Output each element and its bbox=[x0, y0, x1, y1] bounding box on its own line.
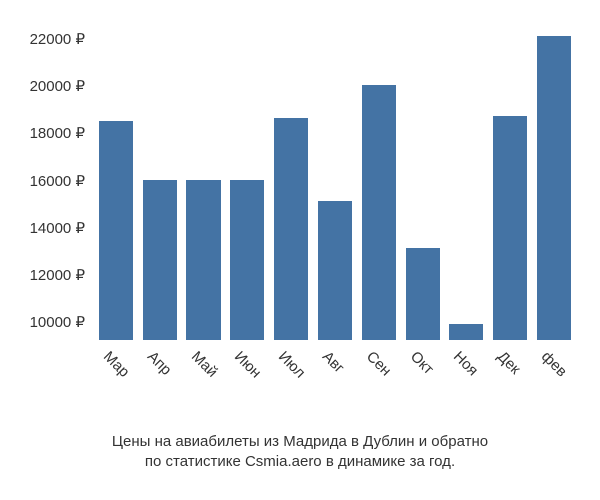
bar-slot: Авг bbox=[313, 10, 357, 340]
x-tick-label: Май bbox=[188, 348, 221, 381]
bar bbox=[493, 116, 527, 340]
y-tick-label: 16000 ₽ bbox=[10, 172, 85, 190]
bar-slot: Сен bbox=[357, 10, 401, 340]
y-tick-label: 14000 ₽ bbox=[10, 219, 85, 237]
bar bbox=[186, 180, 220, 340]
chart-caption: Цены на авиабилеты из Мадрида в Дублин и… bbox=[0, 432, 600, 473]
x-tick-label: Окт bbox=[407, 348, 437, 378]
x-tick-label: фев bbox=[538, 348, 570, 380]
plot-area: 10000 ₽12000 ₽14000 ₽16000 ₽18000 ₽20000… bbox=[90, 10, 580, 340]
price-chart: 10000 ₽ 12000 ₽ 14000 ₽ 16000 ₽ 18000 ₽ 20000… bbox=[0, 0, 600, 500]
bar bbox=[537, 36, 571, 340]
x-tick-label: Апр bbox=[144, 348, 175, 379]
x-tick-label: Июл bbox=[275, 348, 309, 382]
x-tick-label: Сен bbox=[363, 348, 394, 379]
x-tick-label: Дек bbox=[494, 348, 524, 378]
bar bbox=[143, 180, 177, 340]
y-tick-label: 18000 ₽ bbox=[10, 124, 85, 142]
bar bbox=[99, 121, 133, 340]
bar-slot: фев bbox=[532, 10, 576, 340]
bar-slot: Окт bbox=[401, 10, 445, 340]
bars-container: МарАпрМайИюнИюлАвгСенОктНояДекфев bbox=[90, 10, 580, 340]
caption-line-2: по статистике Csmia.aero в динамике за г… bbox=[145, 453, 455, 470]
x-tick-label: Ноя bbox=[450, 348, 481, 379]
bar bbox=[406, 248, 440, 340]
bar-slot: Ноя bbox=[445, 10, 489, 340]
bar-slot: Апр bbox=[138, 10, 182, 340]
y-tick-label: 10000 ₽ bbox=[10, 313, 85, 331]
y-tick-label: 22000 ₽ bbox=[10, 30, 85, 48]
y-tick-label: 24000 ₽ bbox=[10, 0, 85, 1]
bar-slot: Дек bbox=[488, 10, 532, 340]
x-tick-label: Июн bbox=[231, 348, 264, 381]
x-tick-label: Мар bbox=[100, 348, 133, 381]
bar-slot: Июл bbox=[269, 10, 313, 340]
bar-slot: Мар bbox=[94, 10, 138, 340]
bar bbox=[318, 201, 352, 340]
bar bbox=[230, 180, 264, 340]
bar bbox=[449, 324, 483, 341]
y-tick-label: 20000 ₽ bbox=[10, 77, 85, 95]
bar bbox=[362, 85, 396, 340]
bar-slot: Июн bbox=[225, 10, 269, 340]
caption-line-1: Цены на авиабилеты из Мадрида в Дублин и… bbox=[112, 433, 488, 450]
bar-slot: Май bbox=[182, 10, 226, 340]
bar bbox=[274, 118, 308, 340]
y-tick-label: 12000 ₽ bbox=[10, 266, 85, 284]
x-tick-label: Авг bbox=[319, 348, 348, 377]
